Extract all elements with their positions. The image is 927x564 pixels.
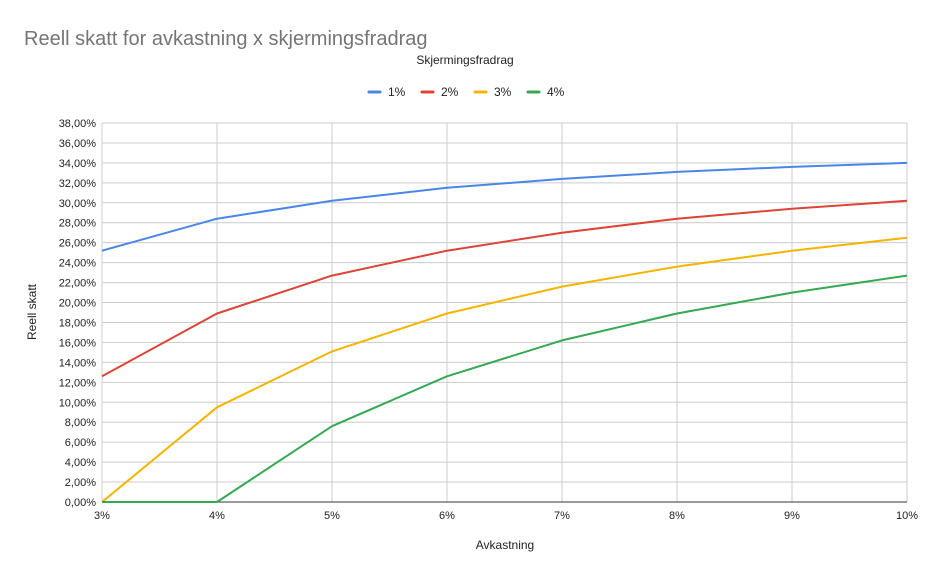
y-tick-label: 16,00% bbox=[59, 337, 97, 349]
series-group bbox=[101, 161, 908, 503]
y-tick-label: 28,00% bbox=[59, 218, 97, 230]
legend-label: 2% bbox=[441, 85, 459, 99]
series-line-3pct bbox=[101, 236, 908, 503]
legend: 1% 2% 3% 4% bbox=[367, 85, 565, 99]
y-tick-label: 10,00% bbox=[59, 397, 97, 409]
series-line-4pct bbox=[102, 274, 908, 503]
series-line-2pct bbox=[101, 199, 908, 378]
y-tick-label: 14,00% bbox=[59, 357, 97, 369]
x-tick-label: 4% bbox=[209, 510, 225, 522]
y-tick-label: 22,00% bbox=[59, 278, 97, 290]
y-tick-label: 38,00% bbox=[59, 118, 97, 130]
y-tick-label: 24,00% bbox=[59, 258, 97, 270]
x-axis-ticks: 3% 4% 5% 6% 7% 8% 9% 10% bbox=[94, 510, 918, 522]
x-tick-label: 5% bbox=[324, 510, 340, 522]
y-tick-label: 36,00% bbox=[59, 138, 97, 150]
legend-title: Skjermingsfradrag bbox=[416, 53, 513, 67]
y-tick-label: 20,00% bbox=[59, 298, 97, 310]
y-tick-label: 12,00% bbox=[59, 377, 97, 389]
series-line-1pct bbox=[101, 161, 908, 252]
y-tick-label: 2,00% bbox=[65, 477, 96, 489]
legend-label: 3% bbox=[494, 85, 512, 99]
legend-label: 4% bbox=[547, 85, 565, 99]
x-tick-label: 9% bbox=[784, 510, 800, 522]
y-tick-label: 30,00% bbox=[59, 198, 97, 210]
x-axis-label: Avkastning bbox=[476, 538, 534, 552]
x-tick-label: 7% bbox=[554, 510, 570, 522]
y-tick-label: 4,00% bbox=[65, 457, 96, 469]
x-tick-label: 3% bbox=[94, 510, 110, 522]
y-tick-label: 8,00% bbox=[65, 417, 96, 429]
y-tick-label: 32,00% bbox=[59, 178, 97, 190]
chart-title: Reell skatt for avkastning x skjermingsf… bbox=[24, 28, 428, 50]
y-axis-ticks: 0,00% 2,00% 4,00% 6,00% 8,00% 10,00% 12,00% 14,… bbox=[59, 118, 97, 509]
y-tick-label: 34,00% bbox=[59, 158, 97, 170]
y-tick-label: 6,00% bbox=[65, 437, 96, 449]
y-tick-label: 26,00% bbox=[59, 238, 97, 250]
legend-label: 1% bbox=[388, 85, 406, 99]
y-axis-label: Reell skatt bbox=[25, 283, 39, 340]
y-tick-label: 18,00% bbox=[59, 317, 97, 329]
y-tick-label: 0,00% bbox=[65, 497, 96, 509]
x-tick-label: 6% bbox=[439, 510, 455, 522]
x-tick-label: 10% bbox=[896, 510, 918, 522]
x-tick-label: 8% bbox=[669, 510, 685, 522]
